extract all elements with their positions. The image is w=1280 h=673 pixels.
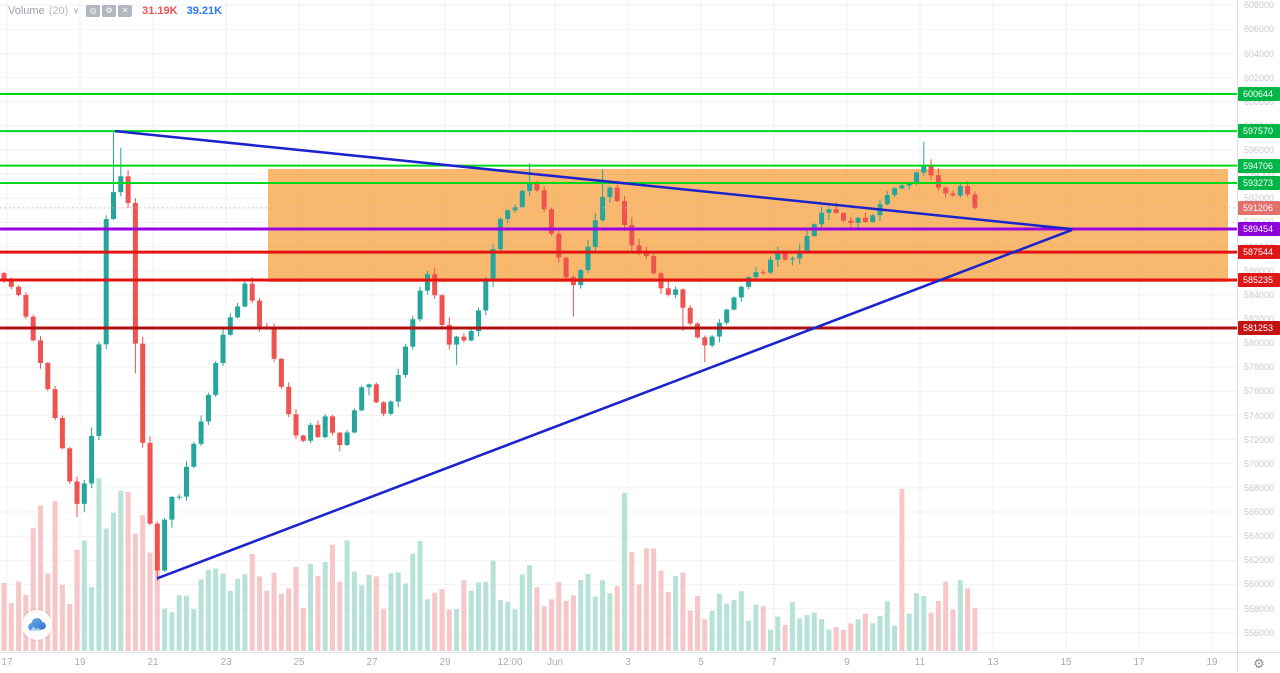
axis-corner: ⚙ [1237, 652, 1280, 673]
close-icon: ✕ [122, 6, 129, 15]
price-tick-label: 574000 [1244, 411, 1274, 421]
time-tick-label: 12:00 [497, 657, 522, 668]
time-tick-label: 29 [439, 657, 450, 668]
price-tick-label: 558000 [1244, 604, 1274, 614]
time-tick-label: 7 [771, 657, 777, 668]
price-tick-label: 562000 [1244, 555, 1274, 565]
time-tick-label: 19 [1206, 657, 1217, 668]
price-level-badge: 587544 [1238, 245, 1280, 259]
price-tick-label: 584000 [1244, 290, 1274, 300]
time-tick-label: Jun [547, 657, 563, 668]
indicator-period: (20) [49, 5, 69, 17]
time-tick-label: 25 [293, 657, 304, 668]
time-tick-label: 19 [74, 657, 85, 668]
price-level-badge: 593273 [1238, 176, 1280, 190]
time-tick-label: 9 [844, 657, 850, 668]
price-axis[interactable]: 6080006060006040006020006000005980005960… [1237, 0, 1280, 652]
price-tick-label: 580000 [1244, 338, 1274, 348]
trading-chart-window: Volume (20) ∨ ◎ ⚙ ✕ 31.19K 39.21K 608000 606… [0, 0, 1280, 673]
indicator-remove-button[interactable]: ✕ [118, 5, 132, 17]
time-tick-label: 17 [1133, 657, 1144, 668]
price-tick-label: 572000 [1244, 435, 1274, 445]
price-tick-label: 608000 [1244, 0, 1274, 10]
price-level-badge: 594706 [1238, 159, 1280, 173]
time-tick-label: 5 [698, 657, 704, 668]
price-tick-label: 602000 [1244, 73, 1274, 83]
price-tick-label: 564000 [1244, 531, 1274, 541]
price-level-badge: 600644 [1238, 87, 1280, 101]
chart-settings-button[interactable]: ⚙ [1253, 657, 1265, 670]
price-tick-label: 566000 [1244, 507, 1274, 517]
grid-lines [0, 0, 1237, 652]
cloud-icon [27, 618, 47, 632]
time-tick-label: 15 [1060, 657, 1071, 668]
time-tick-label: 11 [915, 657, 925, 668]
price-tick-label: 560000 [1244, 579, 1274, 589]
indicator-title: Volume [8, 5, 45, 17]
time-tick-label: 21 [147, 657, 158, 668]
triangle-lower[interactable] [157, 230, 1072, 578]
time-tick-label: 3 [625, 657, 631, 668]
time-tick-label: 23 [220, 657, 231, 668]
current-price-badge: 591206 [1238, 201, 1280, 215]
time-tick-label: 13 [987, 657, 998, 668]
volume-ma-value: 39.21K [187, 5, 222, 17]
time-tick-label: 17 [1, 657, 12, 668]
price-tick-label: 556000 [1244, 628, 1274, 638]
time-tick-label: 27 [366, 657, 377, 668]
price-level-badge: 585235 [1238, 273, 1280, 287]
gear-icon: ⚙ [106, 6, 113, 15]
eye-icon: ◎ [90, 6, 97, 15]
indicator-visibility-button[interactable]: ◎ [86, 5, 100, 17]
price-tick-label: 578000 [1244, 362, 1274, 372]
price-tick-label: 568000 [1244, 483, 1274, 493]
indicator-legend: Volume (20) ∨ ◎ ⚙ ✕ 31.19K 39.21K [8, 4, 222, 17]
volume-value: 31.19K [142, 5, 177, 17]
price-tick-label: 606000 [1244, 24, 1274, 34]
chevron-down-icon[interactable]: ∨ [73, 6, 79, 15]
time-axis[interactable]: 17 19 21 23 25 27 29 12:00 Jun 3 5 7 9 11 13 15 17 19 [0, 652, 1237, 673]
price-tick-label: 596000 [1244, 145, 1274, 155]
chart-canvas[interactable] [0, 0, 1237, 652]
price-tick-label: 570000 [1244, 459, 1274, 469]
price-level-badge: 597570 [1238, 124, 1280, 138]
gear-icon: ⚙ [1253, 656, 1265, 671]
price-level-badge: 581253 [1238, 321, 1280, 335]
price-tick-label: 576000 [1244, 386, 1274, 396]
price-tick-label: 604000 [1244, 49, 1274, 59]
highlight-zone[interactable] [268, 169, 1228, 282]
broker-logo [22, 610, 52, 640]
price-level-badge: 589454 [1238, 222, 1280, 236]
indicator-settings-button[interactable]: ⚙ [102, 5, 116, 17]
